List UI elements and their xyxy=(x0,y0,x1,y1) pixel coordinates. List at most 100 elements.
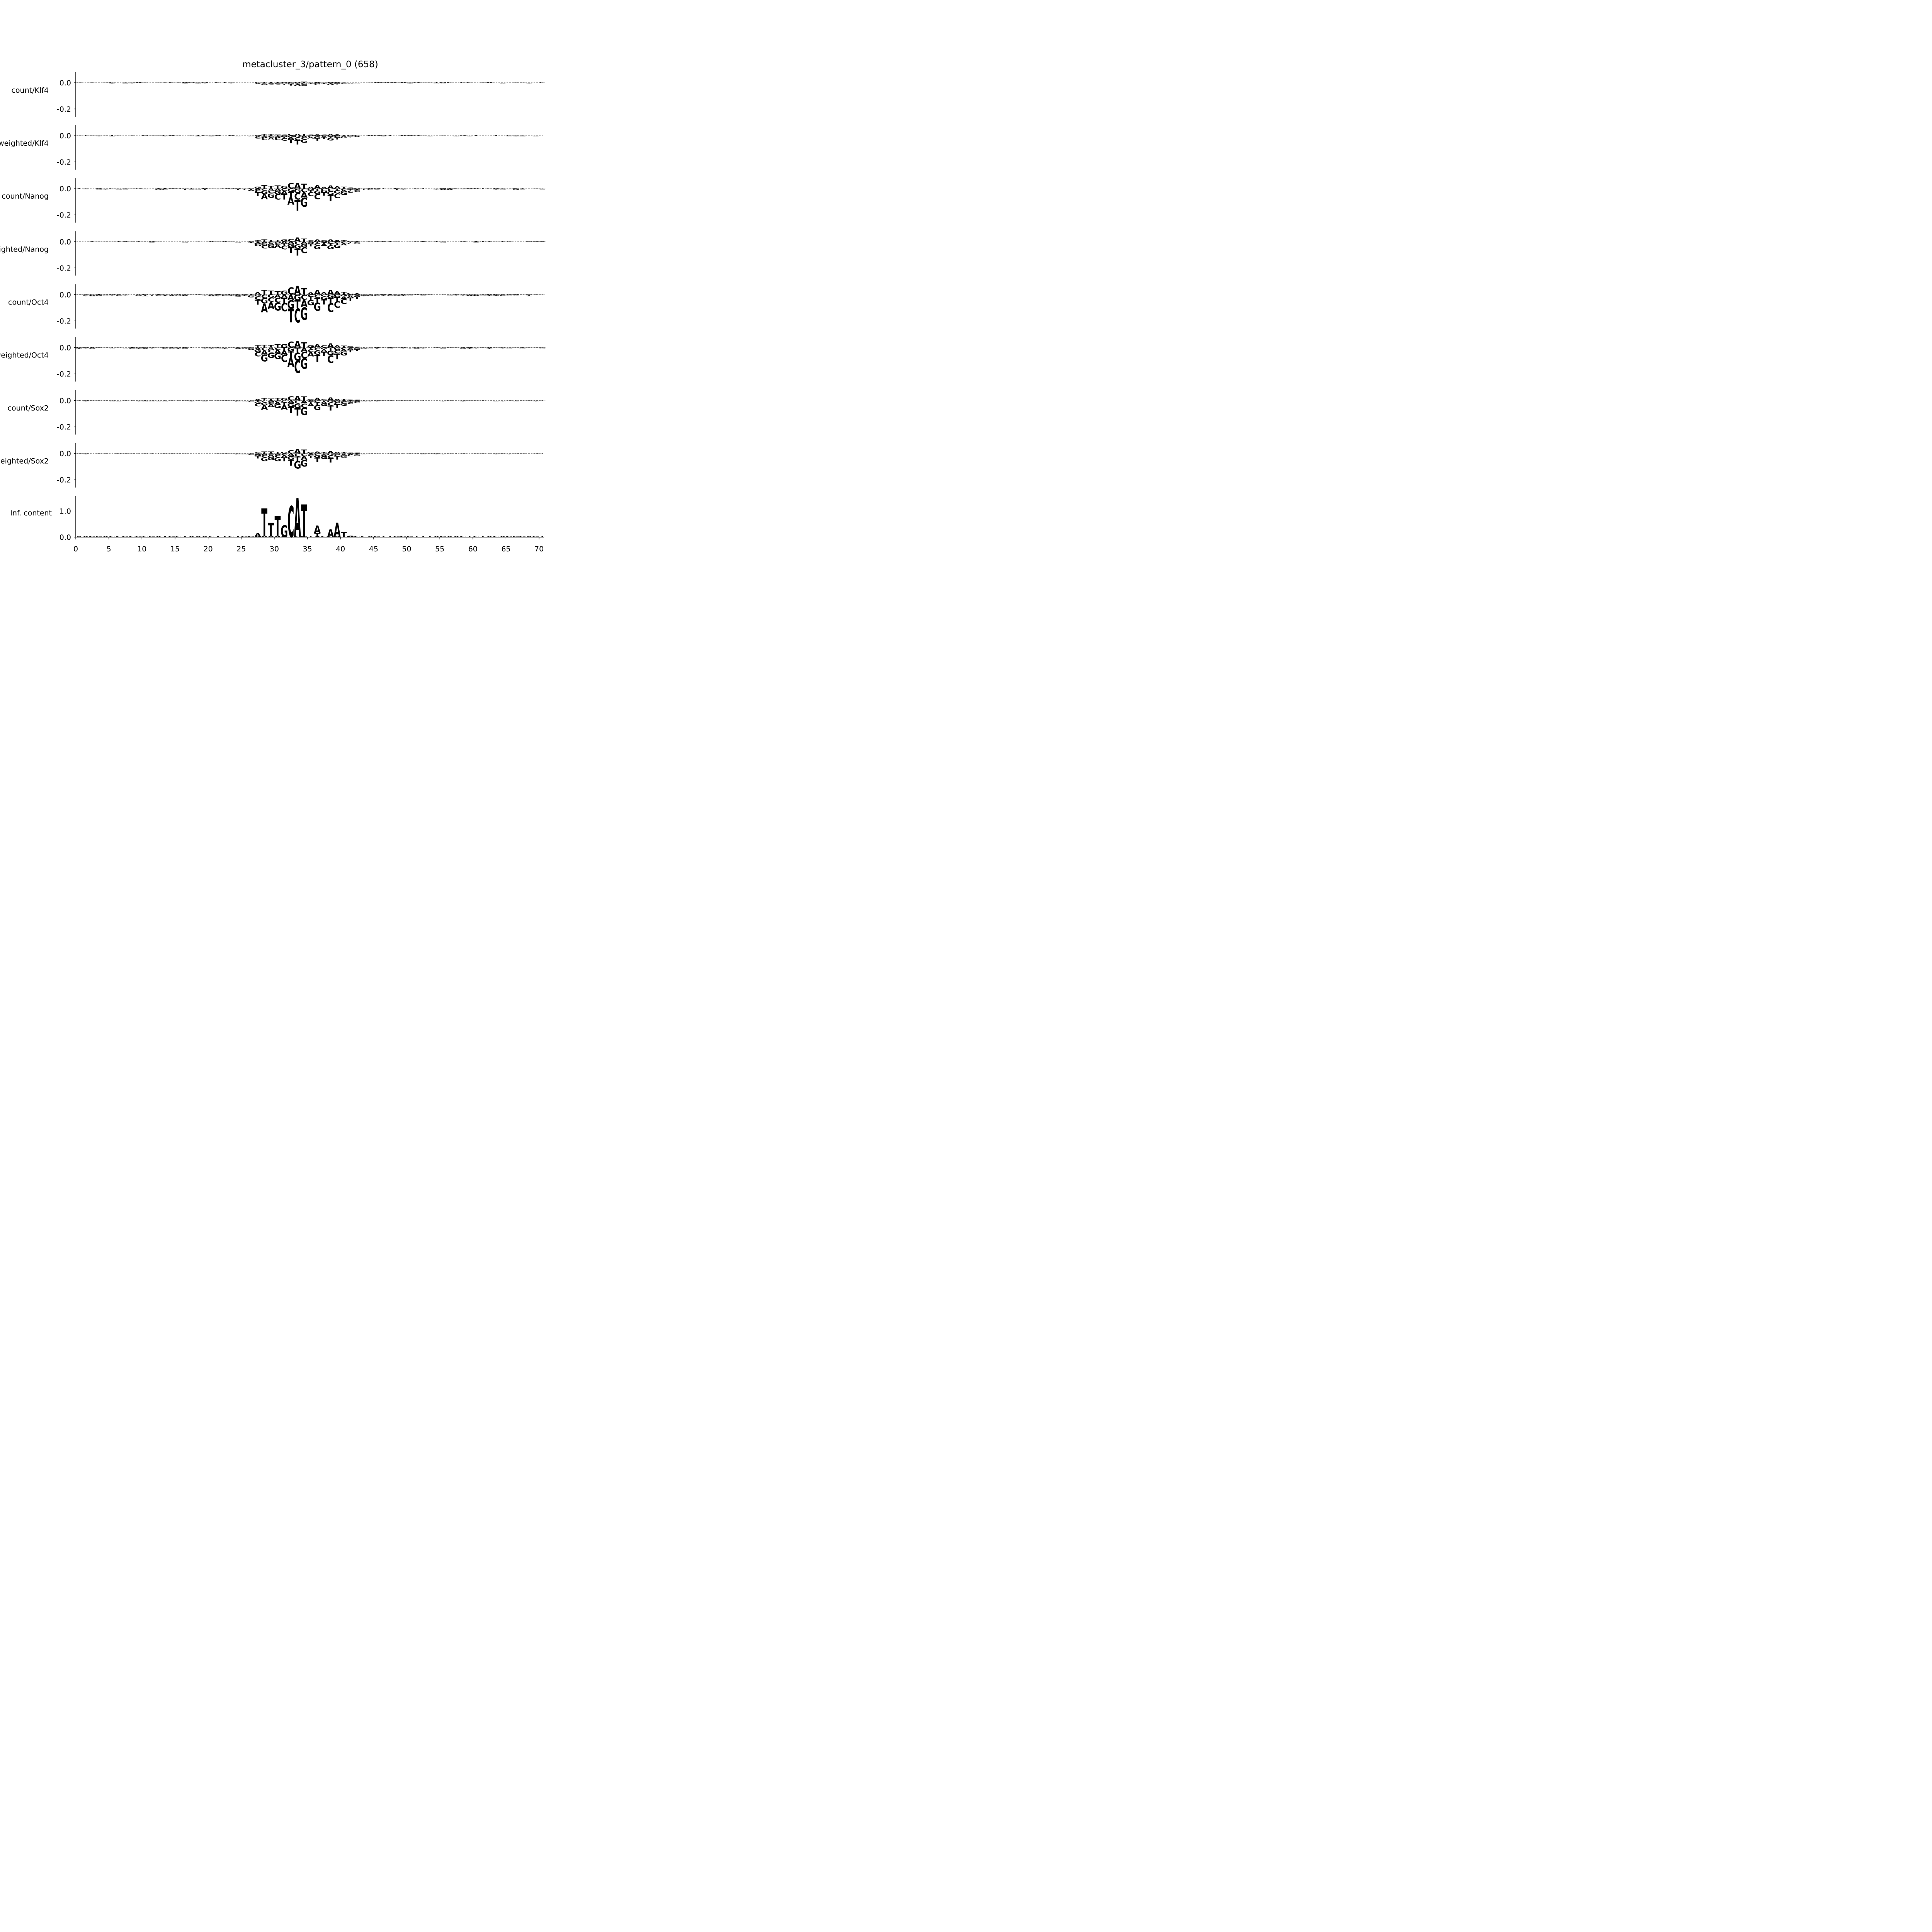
logo-letter-T: T xyxy=(314,352,320,364)
logo-letter-T: T xyxy=(255,240,261,242)
logo-letter-A: A xyxy=(168,295,175,296)
logo-letter-G: G xyxy=(333,136,341,138)
logo-letter-C: C xyxy=(168,348,175,349)
logo-letter-C: C xyxy=(281,245,287,251)
logo-letter-A: A xyxy=(135,294,142,295)
logo-letter-A: A xyxy=(267,403,275,409)
logo-letter-G: G xyxy=(300,243,308,249)
logo-letter-C: C xyxy=(354,401,361,403)
logo-letter-G: G xyxy=(274,83,281,84)
logo-letter-C: C xyxy=(281,536,287,537)
logo-letter-G: G xyxy=(333,347,341,351)
logo-letter-C: C xyxy=(340,298,347,306)
logo-letter-C: C xyxy=(175,294,182,295)
logo-letter-C: C xyxy=(261,400,268,403)
logo-letter-C: C xyxy=(274,347,281,350)
logo-letter-T: T xyxy=(321,242,327,245)
logo-letter-G: G xyxy=(301,536,308,537)
logo-letter-A: A xyxy=(360,295,367,296)
logo-letter-T: T xyxy=(314,402,321,406)
logo-letter-A: A xyxy=(301,400,308,405)
logo-letter-G: G xyxy=(128,348,136,349)
y-tick-label: -0.2 xyxy=(57,211,71,219)
logo-letter-C: C xyxy=(354,135,361,136)
logo-letter-A: A xyxy=(248,400,255,401)
logo-letter-G: G xyxy=(307,345,315,349)
logo-letter-G: G xyxy=(320,190,328,193)
logo-letter-G: G xyxy=(340,455,347,459)
logo-letter-C: C xyxy=(460,348,466,349)
logo-letter-G: G xyxy=(82,400,89,401)
logo-letter-G: G xyxy=(400,295,407,296)
logo-letter-A: A xyxy=(287,453,295,457)
logo-letter-T: T xyxy=(301,82,308,83)
logo-letter-T: T xyxy=(354,453,361,454)
logo-letter-T: T xyxy=(275,185,281,190)
logo-letter-A: A xyxy=(221,400,228,401)
logo-letter-C: C xyxy=(148,347,155,348)
logo-letter-C: C xyxy=(327,402,334,406)
logo-letter-C: C xyxy=(347,190,354,193)
logo-letter-C: C xyxy=(413,453,420,454)
logo-letter-A: A xyxy=(307,137,314,139)
logo-letter-T: T xyxy=(268,134,274,136)
logo-letter-A: A xyxy=(254,453,261,455)
logo-letter-G: G xyxy=(340,137,347,139)
logo-letter-G: G xyxy=(281,185,288,190)
logo-letter-T: T xyxy=(255,298,261,306)
logo-letter-G: G xyxy=(274,190,281,195)
logo-letter-A: A xyxy=(380,294,387,295)
logo-letter-G: G xyxy=(287,243,294,248)
logo-letter-G: G xyxy=(512,400,520,401)
logo-letter-G: G xyxy=(347,400,354,401)
logo-letter-T: T xyxy=(500,188,506,189)
logo-letter-C: C xyxy=(294,241,301,246)
logo-letter-A: A xyxy=(274,294,282,299)
logo-letter-G: G xyxy=(274,456,281,463)
logo-letter-T: T xyxy=(334,137,340,140)
logo-letter-G: G xyxy=(294,187,301,194)
logo-letter-A: A xyxy=(287,400,294,404)
logo-letter-G: G xyxy=(141,347,149,348)
logo-letter-G: G xyxy=(473,400,480,401)
logo-letter-C: C xyxy=(460,82,466,83)
logo-letter-C: C xyxy=(255,137,261,139)
logo-letter-C: C xyxy=(321,188,327,190)
logo-letter-T: T xyxy=(354,296,360,300)
x-tick-label: 50 xyxy=(402,545,411,553)
logo-letter-C: C xyxy=(162,135,168,136)
logo-letter-G: G xyxy=(300,459,308,469)
logo-letter-A: A xyxy=(340,296,347,301)
logo-letter-T: T xyxy=(480,188,486,189)
logo-letter-A: A xyxy=(281,455,288,459)
logo-letter-A: A xyxy=(327,342,334,349)
logo-letter-A: A xyxy=(115,453,122,454)
logo-letter-T: T xyxy=(275,398,281,401)
logo-letter-T: T xyxy=(453,453,460,454)
logo-letter-A: A xyxy=(235,400,242,401)
logo-letter-G: G xyxy=(241,536,248,537)
logo-letter-G: G xyxy=(486,295,493,296)
logo-letter-G: G xyxy=(254,186,262,189)
logo-letter-G: G xyxy=(373,347,381,348)
logo-letter-G: G xyxy=(162,347,169,348)
logo-letter-C: C xyxy=(367,82,374,83)
logo-letter-G: G xyxy=(426,294,434,295)
logo-letter-A: A xyxy=(188,536,195,537)
logo-letter-G: G xyxy=(505,348,513,349)
logo-letter-T: T xyxy=(434,241,440,242)
logo-letter-G: G xyxy=(267,456,275,461)
x-tick-label: 25 xyxy=(236,545,246,553)
logo-letter-C: C xyxy=(162,348,168,349)
logo-letter-A: A xyxy=(373,294,380,295)
logo-letter-C: C xyxy=(109,536,116,537)
logo-letter-C: C xyxy=(480,294,486,295)
logo-letter-C: C xyxy=(493,536,499,537)
logo-letter-G: G xyxy=(354,453,361,454)
logo-letter-C: C xyxy=(287,238,294,243)
x-tick-label: 45 xyxy=(369,545,378,553)
logo-letter-T: T xyxy=(314,457,321,464)
logo-letter-T: T xyxy=(486,348,493,349)
